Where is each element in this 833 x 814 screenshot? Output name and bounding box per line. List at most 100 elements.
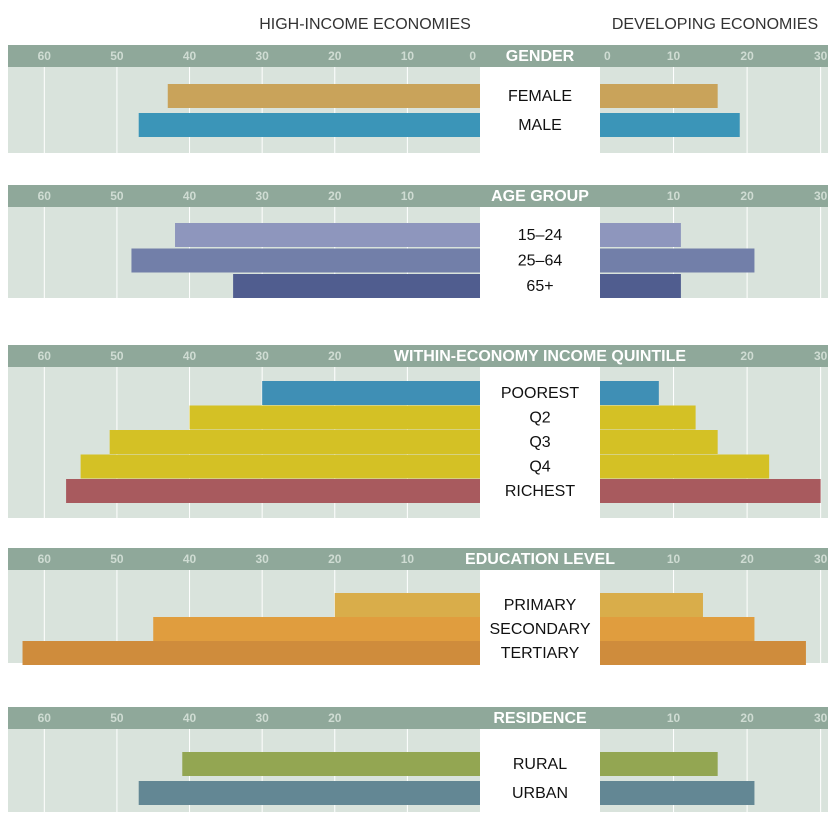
x-tick-label: 10 bbox=[401, 552, 415, 566]
bar bbox=[233, 274, 480, 298]
bar bbox=[334, 593, 480, 617]
category-label: TERTIARY bbox=[501, 645, 580, 662]
x2-tick-label: 30 bbox=[814, 552, 828, 566]
x-tick-label: 50 bbox=[110, 349, 124, 363]
x-tick-label: 60 bbox=[38, 189, 52, 203]
category-label: RICHEST bbox=[505, 483, 575, 500]
category-label: FEMALE bbox=[508, 88, 572, 105]
x2-tick-label: 30 bbox=[814, 189, 828, 203]
right-column-label: DEVELOPING ECONOMIES bbox=[612, 16, 818, 33]
bar bbox=[22, 641, 481, 665]
bar bbox=[189, 405, 481, 430]
bar bbox=[138, 781, 480, 805]
x-tick-label: 20 bbox=[328, 49, 342, 63]
x-tick-label: 40 bbox=[183, 711, 197, 725]
bar bbox=[182, 752, 480, 776]
x2-tick-label: 20 bbox=[740, 49, 754, 63]
x-tick-label: 10 bbox=[401, 189, 415, 203]
x2-tick-label: 30 bbox=[814, 711, 828, 725]
category-label: Q4 bbox=[529, 459, 550, 476]
bar bbox=[262, 381, 480, 405]
panel-title: GENDER bbox=[506, 48, 575, 65]
x-tick-label: 50 bbox=[110, 552, 124, 566]
x2-tick-label: 20 bbox=[740, 189, 754, 203]
panel-title: RESIDENCE bbox=[493, 710, 587, 727]
header-strip bbox=[8, 707, 828, 729]
category-label: POOREST bbox=[501, 385, 579, 402]
header-strip bbox=[8, 45, 828, 67]
header-strip bbox=[8, 185, 828, 207]
x2-tick-label: 20 bbox=[740, 552, 754, 566]
x-tick-label: 30 bbox=[255, 49, 269, 63]
bar bbox=[600, 84, 718, 108]
x2-tick-label: 30 bbox=[814, 49, 828, 63]
bar bbox=[600, 248, 755, 273]
left-column-label: HIGH-INCOME ECONOMIES bbox=[259, 16, 471, 33]
bar bbox=[600, 641, 806, 665]
bar bbox=[600, 430, 718, 454]
x2-tick-label: 10 bbox=[667, 189, 681, 203]
bar bbox=[80, 454, 480, 479]
bar bbox=[600, 223, 681, 247]
panel-title: WITHIN-ECONOMY INCOME QUINTILE bbox=[394, 348, 686, 365]
x2-tick-label: 10 bbox=[667, 711, 681, 725]
bar bbox=[600, 405, 696, 430]
bar bbox=[600, 454, 770, 479]
category-label: 65+ bbox=[526, 278, 553, 295]
x-tick-label: 40 bbox=[183, 349, 197, 363]
x-tick-label: 40 bbox=[183, 49, 197, 63]
header-strip bbox=[8, 345, 828, 367]
x2-tick-label: 30 bbox=[814, 349, 828, 363]
x-tick-label: 50 bbox=[110, 189, 124, 203]
bar bbox=[600, 752, 718, 776]
category-label: Q2 bbox=[529, 410, 550, 427]
category-label: 15–24 bbox=[518, 227, 563, 244]
bar bbox=[600, 274, 681, 298]
bar bbox=[600, 617, 755, 641]
bar bbox=[600, 381, 659, 405]
panel-title: EDUCATION LEVEL bbox=[465, 551, 615, 568]
x-tick-label: 20 bbox=[328, 711, 342, 725]
x-tick-label: 60 bbox=[38, 49, 52, 63]
x-tick-label: 50 bbox=[110, 711, 124, 725]
category-label: URBAN bbox=[512, 785, 568, 802]
category-label: PRIMARY bbox=[504, 597, 577, 614]
category-label: RURAL bbox=[513, 756, 567, 773]
x-tick-label: 50 bbox=[110, 49, 124, 63]
x-tick-label: 0 bbox=[469, 49, 476, 63]
x2-tick-label: 10 bbox=[667, 49, 681, 63]
header-strip bbox=[8, 548, 828, 570]
bar bbox=[138, 113, 480, 137]
bar bbox=[600, 781, 755, 805]
x-tick-label: 20 bbox=[328, 552, 342, 566]
x-tick-label: 60 bbox=[38, 711, 52, 725]
x-tick-label: 30 bbox=[255, 711, 269, 725]
bar bbox=[66, 479, 480, 503]
x-tick-label: 20 bbox=[328, 349, 342, 363]
bar bbox=[153, 617, 480, 641]
x-tick-label: 20 bbox=[328, 189, 342, 203]
x-tick-label: 30 bbox=[255, 552, 269, 566]
x-tick-label: 40 bbox=[183, 189, 197, 203]
left-body bbox=[8, 67, 480, 153]
bar bbox=[131, 248, 480, 273]
x-tick-label: 30 bbox=[255, 189, 269, 203]
bar bbox=[600, 593, 703, 617]
bar bbox=[167, 84, 480, 108]
bar bbox=[600, 113, 740, 137]
category-label: SECONDARY bbox=[489, 621, 590, 638]
x2-tick-label: 10 bbox=[667, 552, 681, 566]
panel-title: AGE GROUP bbox=[491, 188, 589, 205]
bar bbox=[109, 430, 481, 454]
category-label: MALE bbox=[518, 117, 562, 134]
x2-tick-label: 0 bbox=[604, 49, 611, 63]
x-tick-label: 30 bbox=[255, 349, 269, 363]
x-tick-label: 10 bbox=[401, 49, 415, 63]
right-body bbox=[600, 67, 828, 153]
x-tick-label: 60 bbox=[38, 349, 52, 363]
category-label: Q3 bbox=[529, 434, 550, 451]
bar bbox=[175, 223, 480, 247]
x-tick-label: 40 bbox=[183, 552, 197, 566]
x-tick-label: 60 bbox=[38, 552, 52, 566]
